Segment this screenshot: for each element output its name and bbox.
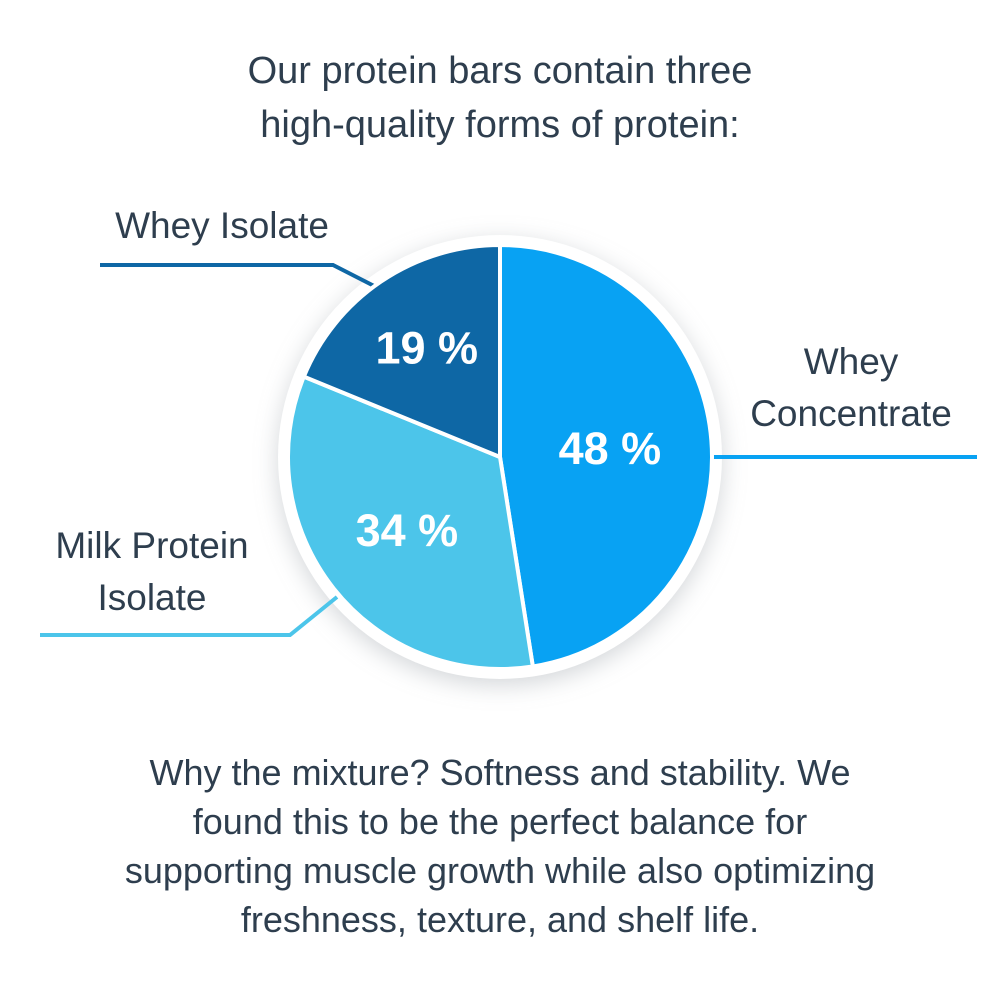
callout-label-whey-isolate: Whey Isolate xyxy=(115,205,329,246)
pie-slice-milk-protein-isolate xyxy=(286,374,535,671)
callout-label-whey-concentrate: Whey Concentrate xyxy=(750,341,952,434)
percent-label-whey-concentrate: 48 % xyxy=(559,423,662,474)
pie-slice-whey-concentrate xyxy=(498,243,714,669)
leader-line-whey-isolate xyxy=(100,263,381,291)
pie-slice-whey-isolate xyxy=(301,243,502,459)
pie-slices xyxy=(286,243,714,671)
percent-label-milk-protein-isolate: 34 % xyxy=(356,505,459,556)
page-title: Our protein bars contain three high-qual… xyxy=(247,50,753,146)
slice-percent-labels: 48 % 34 % 19 % xyxy=(356,322,662,556)
callout-leader-lines xyxy=(40,263,977,637)
percent-label-whey-isolate: 19 % xyxy=(376,322,479,373)
callout-label-milk-protein-isolate: Milk Protein Isolate xyxy=(55,525,249,618)
leader-line-milk-protein-isolate xyxy=(40,595,339,637)
footer-paragraph: Why the mixture? Softness and stability.… xyxy=(124,752,876,940)
